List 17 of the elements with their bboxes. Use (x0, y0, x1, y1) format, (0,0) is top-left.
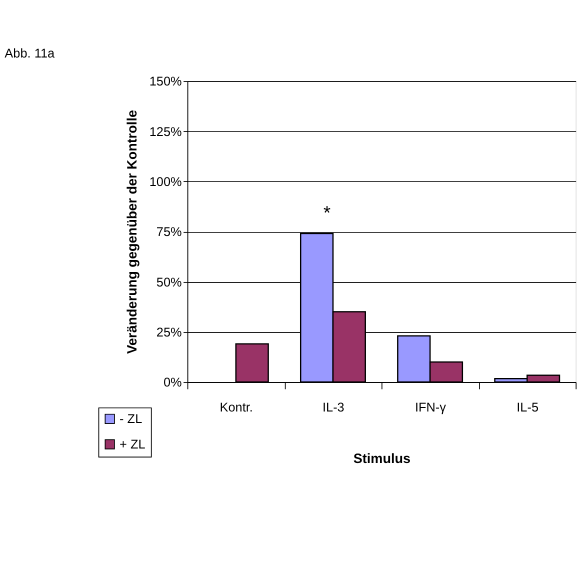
legend-label: - ZL (120, 411, 142, 426)
x-tick-label: IL-3 (322, 399, 344, 414)
y-tick-label: 75% (156, 224, 182, 240)
y-axis-title: Veränderung gegenüber der Kontrolle (124, 110, 140, 354)
y-tick-label: 0% (163, 374, 182, 390)
y-tick-label: 125% (149, 124, 182, 139)
y-tick-label: 25% (156, 324, 182, 340)
x-axis-title: Stimulus (353, 450, 411, 466)
y-tick-label: 150% (149, 74, 182, 89)
text: Abb. 11a (4, 45, 56, 60)
y-tick-label: 100% (149, 174, 182, 190)
y-tick-label: 50% (156, 274, 182, 290)
x-tick-label: IL-5 (516, 399, 539, 414)
x-tick-label: IFN-γ (414, 399, 447, 414)
legend-label: + ZL (120, 436, 146, 452)
annotation: * (323, 202, 331, 224)
x-tick-label: Kontr. (220, 399, 253, 414)
